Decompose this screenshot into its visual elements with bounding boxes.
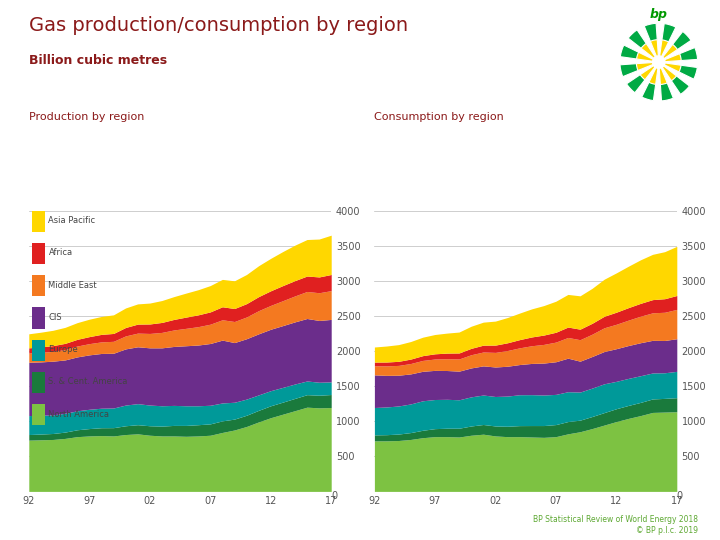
FancyBboxPatch shape <box>32 340 45 361</box>
Text: 0: 0 <box>677 491 683 502</box>
Wedge shape <box>659 62 667 84</box>
Wedge shape <box>620 62 659 77</box>
Wedge shape <box>659 40 669 62</box>
Text: S. & Cent. America: S. & Cent. America <box>48 377 128 387</box>
Wedge shape <box>650 40 659 62</box>
Text: CIS: CIS <box>48 313 62 322</box>
Text: bp: bp <box>650 8 668 21</box>
Wedge shape <box>659 48 698 62</box>
Wedge shape <box>628 30 659 62</box>
Text: Production by region: Production by region <box>29 111 144 122</box>
Text: Africa: Africa <box>48 248 73 257</box>
FancyBboxPatch shape <box>32 404 45 426</box>
Wedge shape <box>659 62 690 94</box>
Wedge shape <box>659 62 697 79</box>
FancyBboxPatch shape <box>32 307 45 328</box>
Text: Gas production/consumption by region: Gas production/consumption by region <box>29 16 408 35</box>
Wedge shape <box>659 62 677 80</box>
Text: 0: 0 <box>331 491 338 502</box>
Wedge shape <box>642 62 659 100</box>
Text: Billion cubic metres: Billion cubic metres <box>29 54 167 67</box>
Wedge shape <box>649 62 659 84</box>
Wedge shape <box>659 44 678 62</box>
FancyBboxPatch shape <box>32 372 45 393</box>
Circle shape <box>652 55 666 69</box>
Text: Consumption by region: Consumption by region <box>374 111 504 122</box>
Text: Middle East: Middle East <box>48 280 97 289</box>
Wedge shape <box>626 62 659 93</box>
Text: Europe: Europe <box>48 345 78 354</box>
Wedge shape <box>659 24 676 62</box>
Wedge shape <box>644 23 659 62</box>
FancyBboxPatch shape <box>32 243 45 264</box>
Wedge shape <box>659 53 681 62</box>
Wedge shape <box>640 62 659 80</box>
Wedge shape <box>641 44 659 62</box>
Wedge shape <box>636 52 659 62</box>
Wedge shape <box>636 62 659 71</box>
Text: Asia Pacific: Asia Pacific <box>48 216 96 225</box>
FancyBboxPatch shape <box>32 211 45 232</box>
Wedge shape <box>621 45 659 62</box>
Wedge shape <box>659 31 691 62</box>
FancyBboxPatch shape <box>32 275 45 296</box>
Text: BP Statistical Review of World Energy 2018
© BP p.l.c. 2019: BP Statistical Review of World Energy 20… <box>534 515 698 535</box>
Text: North America: North America <box>48 410 109 418</box>
Wedge shape <box>659 62 673 101</box>
Wedge shape <box>659 62 681 72</box>
